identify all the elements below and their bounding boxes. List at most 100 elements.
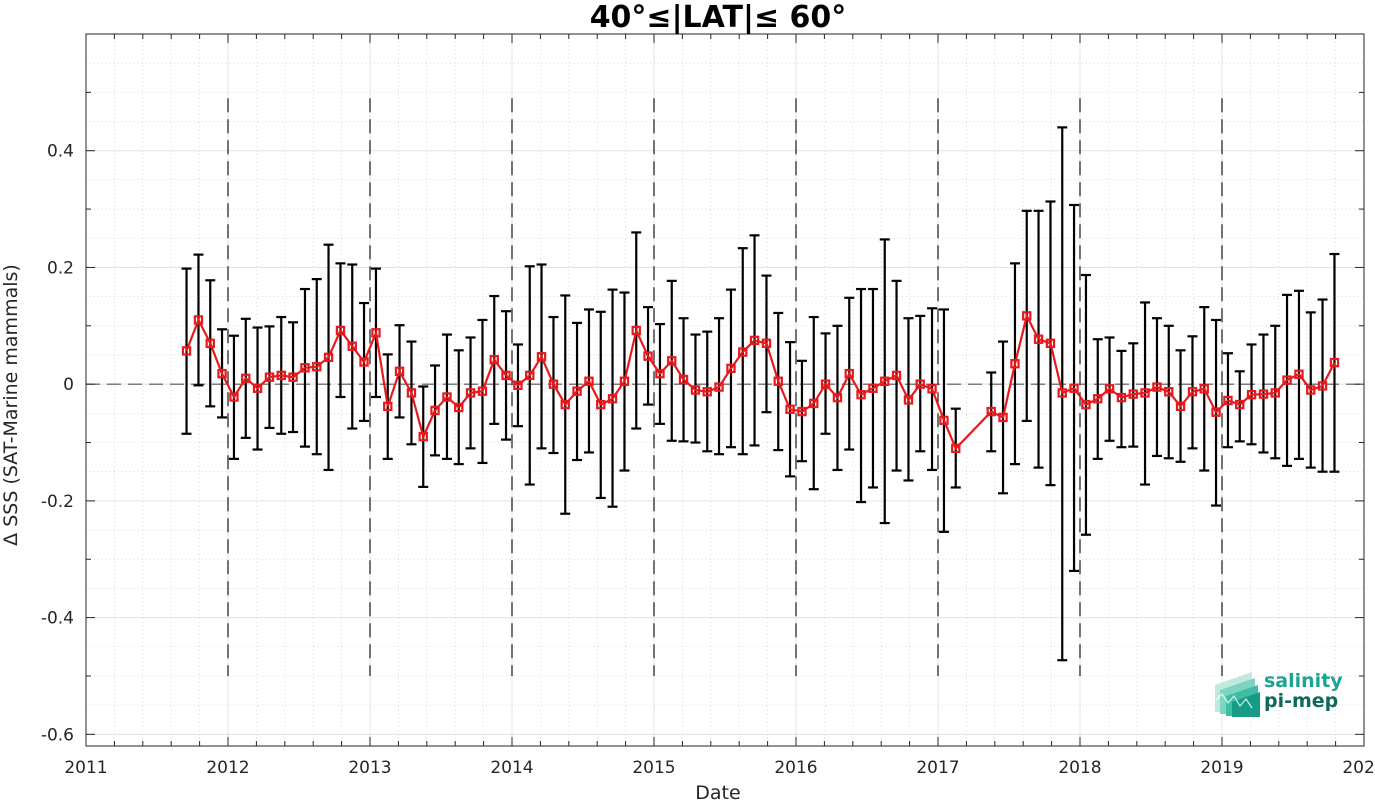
data-point-marker [1175,401,1186,412]
data-point-marker [217,368,227,379]
data-point-marker [584,376,594,386]
data-point-marker [1270,388,1280,398]
data-point-marker [193,315,204,325]
error-bar [1234,370,1245,443]
data-point-marker [1306,385,1316,395]
x-tick-label: 2011 [64,758,107,778]
data-point-marker [1164,387,1174,397]
y-axis-label: Δ SSS (SAT-Marine mammals) [0,264,22,546]
data-point-marker [619,376,630,386]
data-point-marker [383,401,393,412]
chart-title: 40°≤|LAT|≤ 60° [590,0,847,35]
data-point-marker [1093,394,1103,404]
data-point-marker [738,347,748,357]
data-point-marker [323,352,334,363]
data-point-marker [181,346,192,356]
data-point-marker [264,372,275,382]
data-point-marker [1246,389,1257,400]
data-point-marker [844,368,854,379]
data-point-marker [1104,384,1115,394]
logo-text-pi-mep: pi-mep [1264,690,1338,712]
x-tick-label: 2017 [916,758,959,778]
y-tick-label: 0.4 [47,142,74,162]
data-point-marker [1069,383,1079,393]
x-tick-label: 2018 [1058,758,1101,778]
data-point-marker [1116,392,1127,403]
data-point-marker [229,392,239,402]
data-point-marker [797,406,807,417]
plot-area-frame [85,33,1365,747]
data-point-marker [951,443,961,454]
data-point-marker [288,372,298,382]
data-point-marker [1317,381,1328,391]
data-point-marker [998,412,1008,423]
data-point-marker [489,354,499,365]
data-point-marker [513,380,523,391]
data-point-marker [430,405,440,416]
data-point-marker [749,335,760,346]
data-point-marker [442,392,452,402]
data-point-marker [655,368,665,379]
x-tick-label: 2019 [1200,758,1243,778]
x-axis-label: Date [695,782,740,801]
data-point-marker [690,385,701,395]
data-point-marker [1010,359,1020,369]
data-point-marker [394,366,405,377]
series-markers [181,311,1340,454]
data-point-marker [785,404,795,414]
data-point-marker [300,363,310,373]
data-point-marker [1187,387,1198,397]
data-point-marker [312,361,322,372]
data-point-marker [832,392,843,403]
data-point-marker [891,370,902,381]
axis-ticks [85,33,1365,746]
data-point-marker [525,370,535,381]
data-point-marker [572,386,582,396]
data-point-marker [1282,375,1292,385]
x-tick-label: 2012 [206,758,249,778]
data-point-marker [868,383,878,393]
data-point-marker [607,394,618,404]
data-point-marker [915,379,925,389]
data-point-marker [1235,399,1245,410]
data-point-marker [205,338,215,349]
tick-labels: 2011 2012 2013 2014 2015 2016 2017 2018 2019 202 0… [41,142,1375,778]
data-point-marker [820,379,831,389]
data-point-marker [1140,388,1150,398]
data-point-marker [986,406,996,417]
data-point-marker [1258,389,1269,399]
data-point-marker [560,399,570,410]
x-tick-label: 2015 [632,758,675,778]
data-point-marker [643,351,653,361]
data-point-marker [536,352,547,362]
data-point-marker [335,325,346,336]
year-boundary-lines [227,98,1223,676]
data-point-marker [596,399,606,410]
salinity-pi-mep-logo: salinity pi-mep [1215,670,1343,717]
data-point-marker [477,386,488,396]
data-point-marker [1211,407,1221,417]
data-point-marker [880,376,890,386]
data-point-marker [359,357,369,367]
data-point-marker [548,379,559,389]
data-point-marker [347,341,357,351]
error-bar [181,267,192,435]
data-point-marker [501,370,511,381]
data-point-marker [1128,389,1138,399]
data-point-marker [903,395,914,405]
y-tick-label: -0.2 [41,492,74,512]
data-point-marker [1022,311,1032,321]
data-point-marker [454,402,464,413]
data-point-marker [773,376,783,386]
data-point-marker [667,356,677,366]
error-bar [1116,349,1127,449]
data-point-marker [939,415,949,426]
data-point-marker [761,338,772,349]
data-point-marker [809,398,819,409]
y-tick-label: -0.4 [41,609,74,629]
y-tick-label: -0.6 [41,725,74,745]
x-tick-label: 2013 [348,758,391,778]
data-point-marker [371,328,381,338]
